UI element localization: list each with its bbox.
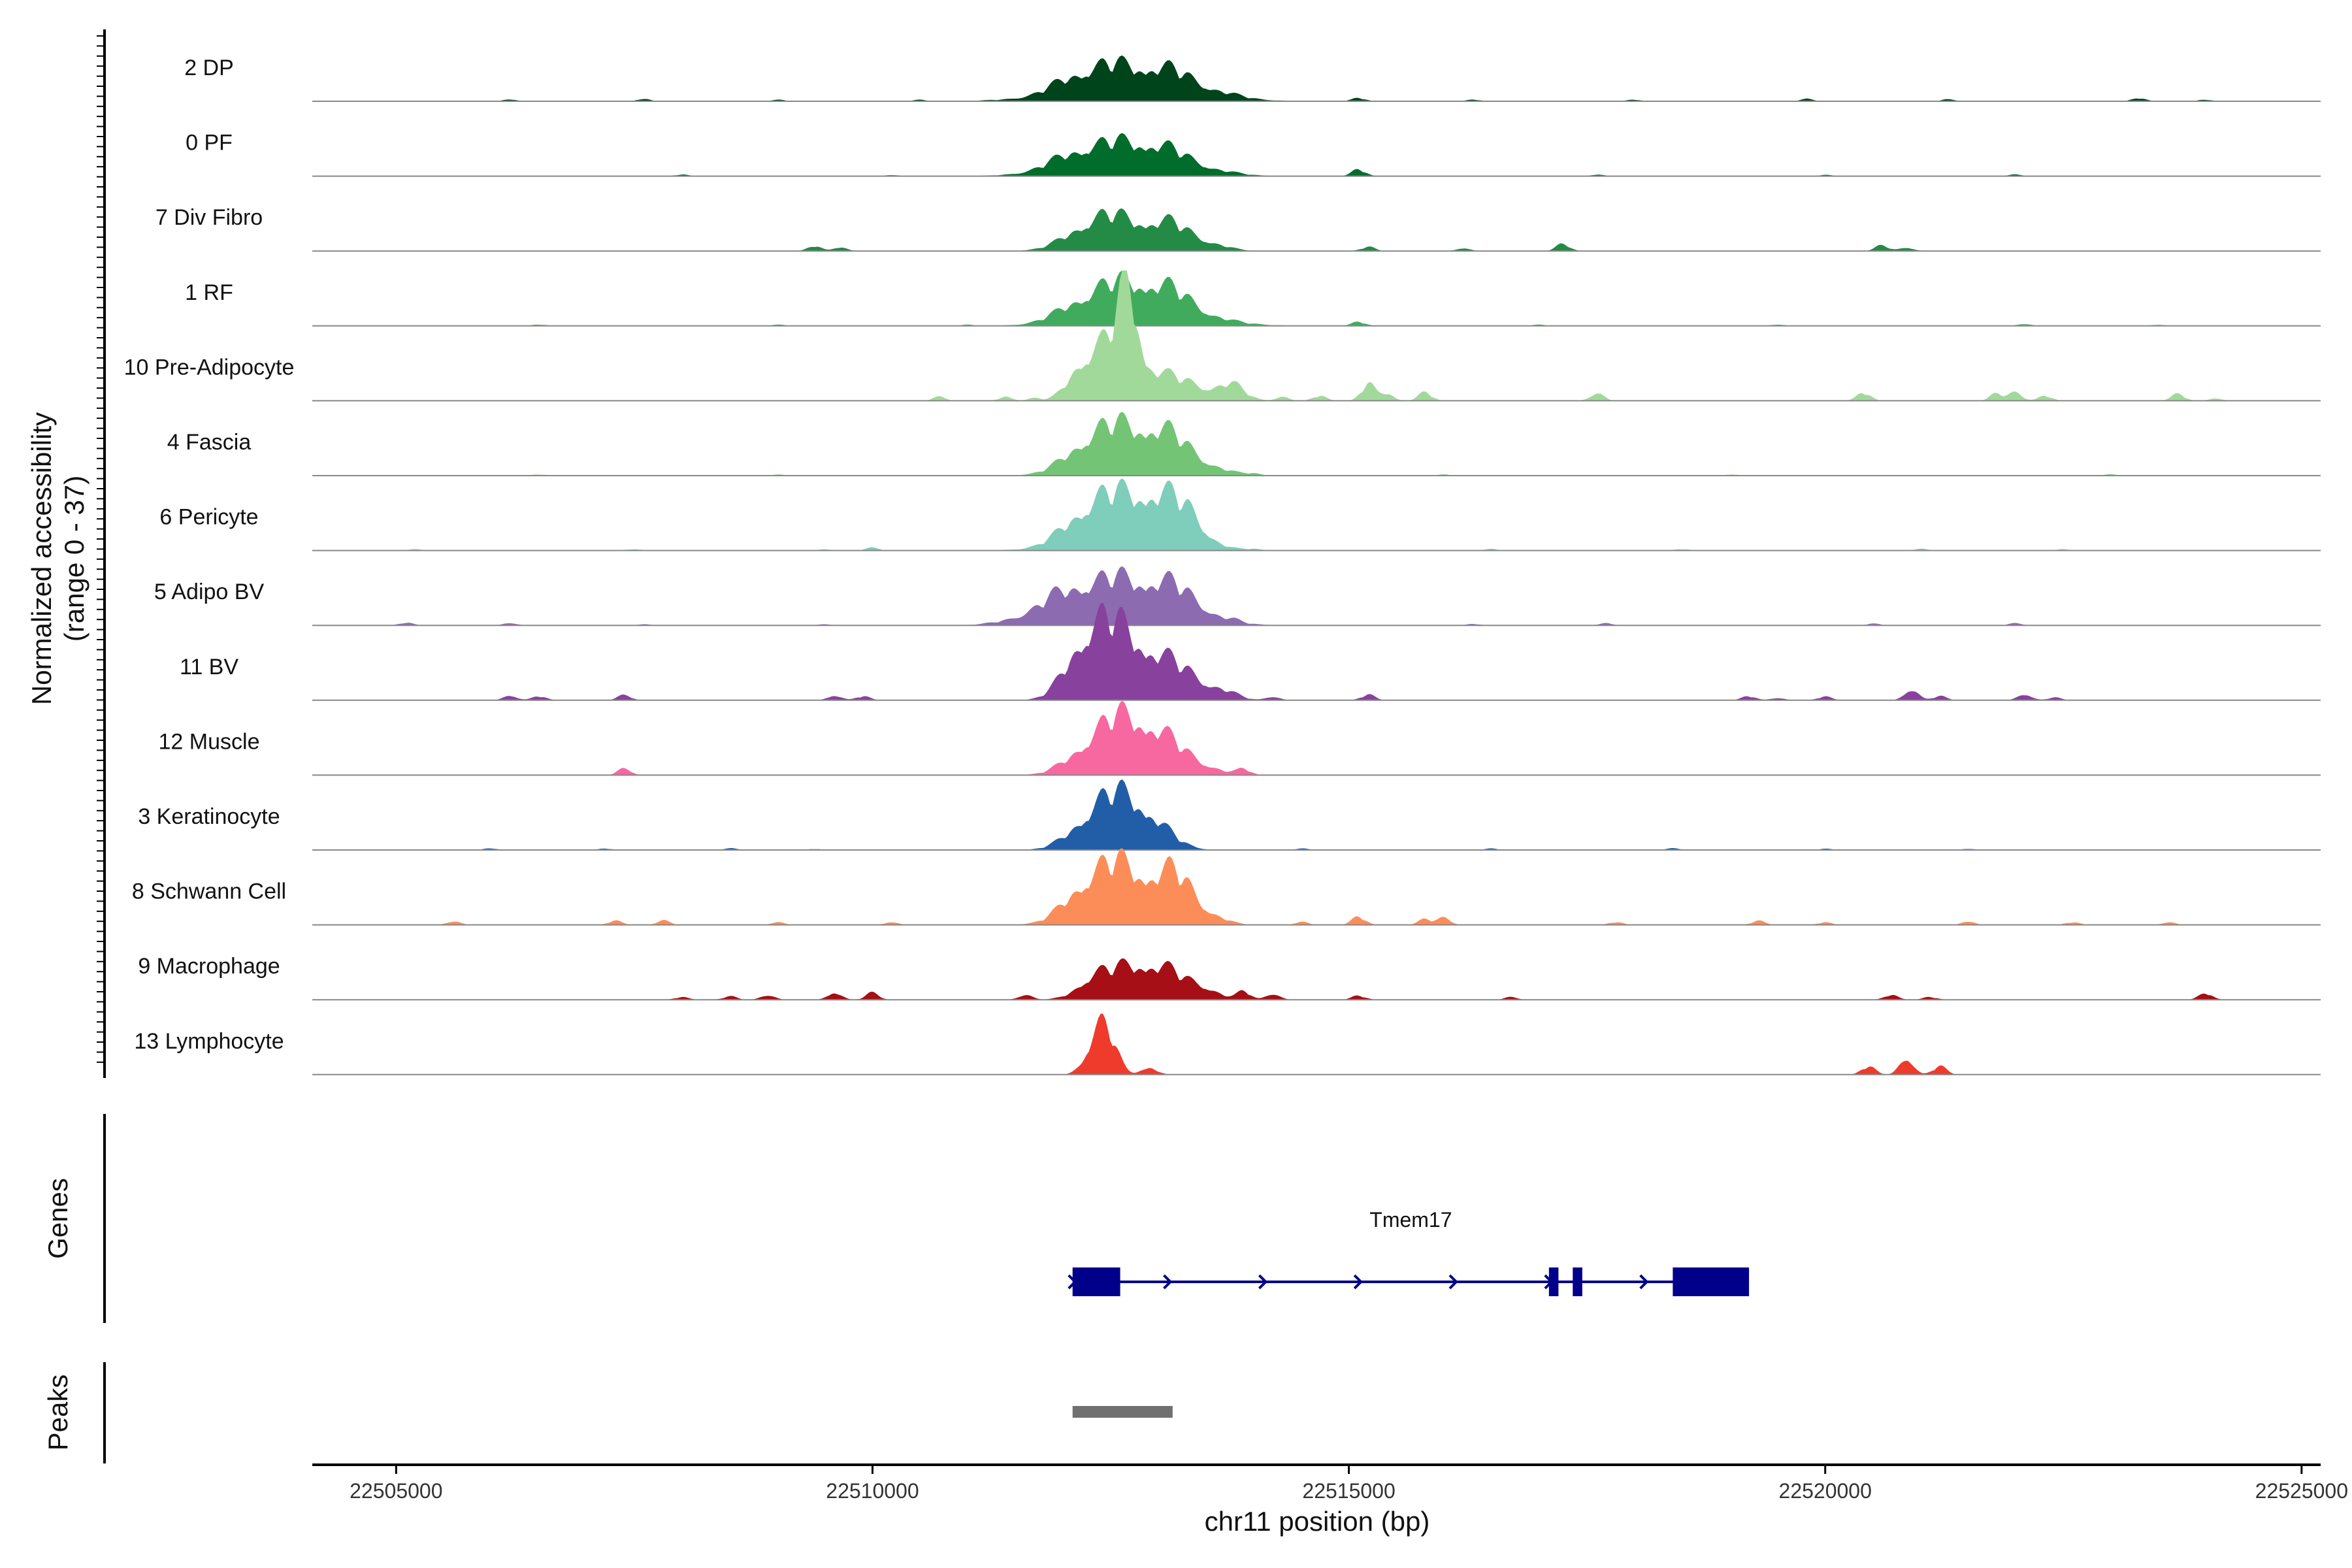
track-label: 12 Muscle [159, 729, 260, 754]
strand-arrow [1258, 1274, 1268, 1290]
strand-arrow [1448, 1274, 1458, 1290]
peaks-track: Peaks [42, 1362, 1173, 1463]
coverage-track: 11 BV [180, 602, 2321, 701]
genes-track-label: Genes [42, 1178, 73, 1259]
coverage-area [312, 779, 2321, 850]
coverage-area [312, 700, 2321, 776]
gene-exon [1673, 1267, 1750, 1296]
coverage-track: 4 Fascia [167, 412, 2321, 476]
coverage-area [312, 958, 2321, 1000]
track-label: 10 Pre-Adipocyte [124, 355, 295, 380]
coverage-area [312, 478, 2321, 551]
y-axis-ticks [97, 35, 105, 1063]
strand-arrow [1353, 1274, 1363, 1290]
track-label: 7 Div Fibro [155, 205, 263, 230]
coverage-track: 7 Div Fibro [155, 205, 2321, 252]
coverage-track: 13 Lymphocyte [134, 1013, 2321, 1075]
gene-model [1068, 1267, 1750, 1296]
peak-region [1072, 1406, 1173, 1418]
track-label: 9 Macrophage [138, 954, 280, 979]
coverage-track: 8 Schwann Cell [132, 848, 2321, 926]
coverage-area [312, 55, 2321, 101]
coverage-area [312, 566, 2321, 626]
x-axis: 22505000 22510000 22515000 22520000 22525000… [312, 1463, 2348, 1537]
coverage-area [312, 412, 2321, 476]
track-label: 4 Fascia [167, 430, 252, 455]
strand-arrow [1163, 1274, 1173, 1290]
coverage-area [312, 133, 2321, 176]
genes-track: Genes Tmem17 [42, 1114, 1750, 1323]
gene-name-label: Tmem17 [1369, 1208, 1452, 1232]
x-axis-title: chr11 position (bp) [1205, 1506, 1430, 1537]
gene-exon [1548, 1267, 1559, 1296]
track-label: 2 DP [184, 56, 234, 80]
y-axis-title-range: (range 0 - 37) [59, 476, 90, 642]
track-label: 8 Schwann Cell [132, 879, 286, 904]
coverage-track: 5 Adipo BV [154, 566, 2321, 627]
track-label: 1 RF [185, 280, 233, 305]
coverage-track: 6 Pericyte [159, 478, 2321, 551]
x-tick-label: 22515000 [1302, 1479, 1395, 1503]
x-tick-label: 22520000 [1779, 1479, 1872, 1503]
gene-exon [1072, 1267, 1120, 1296]
coverage-area [312, 270, 2321, 401]
x-tick-label: 22510000 [826, 1479, 919, 1503]
coverage-track: 2 DP [184, 55, 2321, 102]
coverage-track: 1 RF [185, 270, 2321, 327]
coverage-area [312, 848, 2321, 925]
coverage-area [312, 602, 2321, 700]
track-label: 13 Lymphocyte [134, 1029, 284, 1054]
track-label: 5 Adipo BV [154, 580, 265, 604]
peak-regions [1072, 1406, 1173, 1418]
coverage-track: 9 Macrophage [138, 954, 2321, 1001]
y-axis-title: Normalized accessibility [26, 412, 57, 705]
strand-arrow [1639, 1274, 1649, 1290]
coverage-area [312, 270, 2321, 326]
gene-exon [1573, 1267, 1582, 1296]
coverage-area [312, 208, 2321, 252]
track-label: 11 BV [180, 655, 238, 679]
coverage-area [312, 1013, 2321, 1075]
x-tick-label: 22525000 [2255, 1479, 2348, 1503]
track-label: 6 Pericyte [159, 505, 258, 530]
coverage-track: 3 Keratinocyte [138, 779, 2321, 851]
track-label: 3 Keratinocyte [138, 804, 280, 829]
coverage-track: 10 Pre-Adipocyte [124, 270, 2321, 402]
y-axis: Normalized accessibility (range 0 - 37) [26, 29, 106, 1078]
coverage-tracks: 2 DP 0 PF 7 Div Fibro 1 RF 10 Pre-Adipocyte 4… [124, 55, 2321, 1075]
track-label: 0 PF [186, 131, 233, 155]
x-axis-ticks: 22505000 22510000 22515000 22520000 22525000 [350, 1465, 2348, 1503]
coverage-track: 0 PF [186, 131, 2321, 177]
x-tick-label: 22505000 [350, 1479, 442, 1503]
coverage-track: 12 Muscle [159, 700, 2321, 776]
peaks-track-label: Peaks [42, 1375, 73, 1451]
